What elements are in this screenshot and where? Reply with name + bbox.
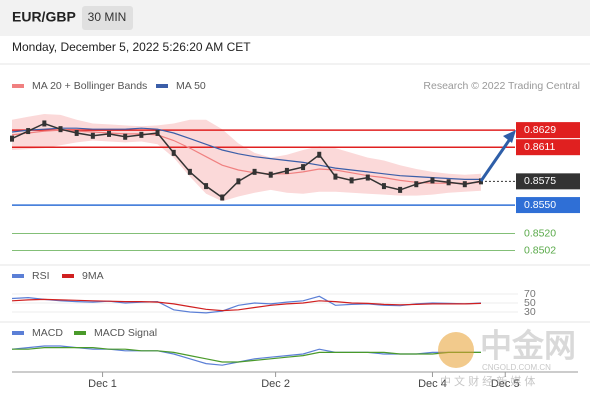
x-tick-label: Dec 1 <box>88 378 117 390</box>
price-line <box>11 122 482 199</box>
candle <box>107 130 112 137</box>
candle <box>317 151 322 158</box>
level-label: 0.8502 <box>524 244 556 256</box>
interval-pill <box>82 6 133 30</box>
candle <box>252 168 257 175</box>
x-tick-label: Dec 4 <box>418 378 447 390</box>
symbol: EUR/GBP <box>12 9 76 25</box>
watermark-logo <box>438 332 474 368</box>
candle <box>301 164 306 171</box>
level-box <box>516 197 580 214</box>
level-label: 0.8611 <box>524 141 555 153</box>
candle <box>398 186 403 193</box>
candle <box>139 131 144 138</box>
legend-label: MA 50 <box>176 80 206 92</box>
credit: Research © 2022 Trading Central <box>423 80 580 92</box>
legend-label: RSI <box>32 270 50 282</box>
candle <box>365 174 370 181</box>
y-tick-label: 70 <box>524 288 536 300</box>
level-box <box>516 122 580 139</box>
candle <box>333 173 338 180</box>
level-label: 0.8520 <box>524 227 556 239</box>
legend-swatch <box>62 274 74 278</box>
legend-label: 9MA <box>82 270 104 282</box>
candle <box>284 167 289 174</box>
legend-swatch <box>156 84 168 88</box>
candle <box>430 177 435 184</box>
forecast-arrowhead <box>503 130 516 143</box>
candle <box>187 168 192 175</box>
interval: 30 MIN <box>88 10 127 24</box>
level-label: 0.8629 <box>524 124 556 136</box>
candle <box>171 149 176 156</box>
candle <box>462 181 467 188</box>
candle <box>90 132 95 139</box>
candle <box>123 133 128 140</box>
level-label: 0.8550 <box>524 199 556 211</box>
y-tick-label: 50 <box>524 297 536 309</box>
legend-swatch <box>12 274 24 278</box>
price-label: 0.8575 <box>524 175 556 187</box>
candle <box>268 171 273 178</box>
watermark: 中金网 CNGOLD.COM.CN 中 文 财 经 新 媒 体 <box>438 327 576 388</box>
level-box <box>516 139 580 156</box>
price-box <box>516 173 580 190</box>
x-tick-label: Dec 2 <box>261 378 290 390</box>
candle <box>414 181 419 188</box>
forecast-arrow <box>479 138 512 182</box>
series-line <box>11 129 482 184</box>
watermark-tagline: 中 文 财 经 新 媒 体 <box>440 374 535 388</box>
candle <box>58 126 63 133</box>
candle <box>10 135 14 142</box>
legend-label: MACD <box>32 327 63 339</box>
y-tick-label: 30 <box>524 306 536 318</box>
series-line <box>12 347 481 363</box>
legend-swatch <box>12 84 24 88</box>
legend-label: MACD Signal <box>94 327 157 339</box>
legend-label: MA 20 + Bollinger Bands <box>32 80 147 92</box>
candle <box>26 128 31 135</box>
watermark-site: CNGOLD.COM.CN <box>482 363 551 372</box>
series-line <box>11 295 482 314</box>
candle <box>74 129 79 136</box>
candle <box>155 129 160 136</box>
watermark-brand: 中金网 <box>480 327 576 363</box>
legend-swatch <box>12 331 24 335</box>
timestamp: Monday, December 5, 2022 5:26:20 AM CET <box>12 40 251 54</box>
x-tick-label: Dec 5 <box>491 378 520 390</box>
series-line <box>11 127 481 180</box>
candle <box>42 120 47 127</box>
candle <box>220 194 225 201</box>
candle <box>204 183 209 190</box>
legend-swatch <box>74 331 86 335</box>
candle <box>381 183 386 190</box>
series-line <box>11 298 482 312</box>
candle <box>446 179 451 186</box>
candle <box>349 177 354 184</box>
candle <box>236 178 241 185</box>
candle <box>478 178 483 185</box>
